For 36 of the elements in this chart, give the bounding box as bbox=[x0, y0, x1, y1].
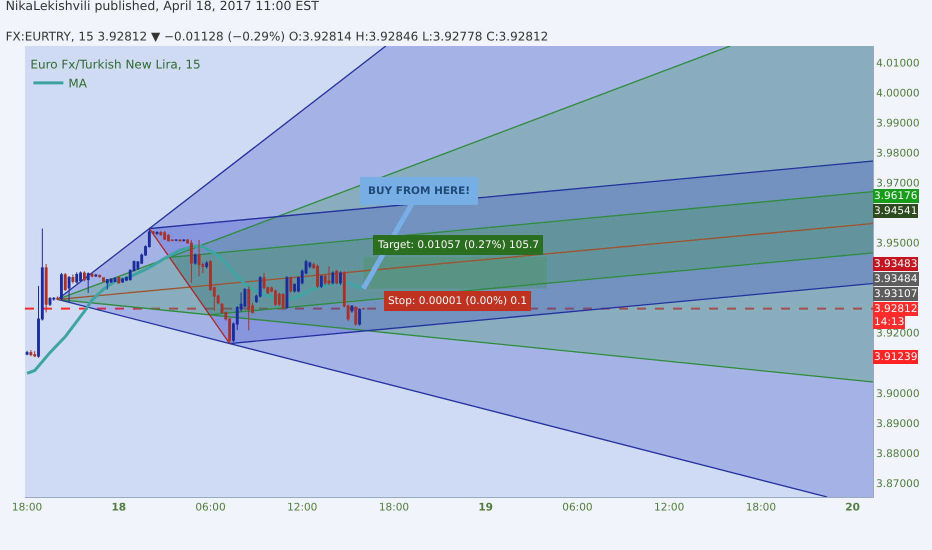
annotation: Stop: 0.00001 (0.00%) 0.1 bbox=[388, 295, 528, 307]
y-tick-label: 3.99000 bbox=[876, 118, 920, 130]
text: 3.93484 bbox=[874, 273, 918, 285]
ref-line-label: 3.92812 bbox=[874, 303, 918, 315]
x-tick-label: 18 bbox=[111, 502, 126, 514]
y-tick-label: 4.01000 bbox=[876, 57, 920, 70]
y-tick-label: 4.00000 bbox=[876, 88, 920, 100]
x-tick-label: 18:00 bbox=[378, 502, 410, 514]
x-tick-label: 12:00 bbox=[287, 502, 318, 514]
text: 3.93107 bbox=[874, 288, 918, 300]
text: 3.91239 bbox=[874, 351, 918, 363]
x-tick-label: 20 bbox=[845, 502, 860, 514]
x-tick-label: 06:00 bbox=[562, 502, 593, 514]
y-tick-label: 3.88000 bbox=[876, 448, 920, 460]
y-tick-label: 3.97000 bbox=[876, 178, 920, 190]
x-tick-label: 19 bbox=[478, 502, 494, 514]
y-tick-label: 3.98000 bbox=[876, 148, 920, 160]
chart-subtitle: FX:EURTRY, 15 3.92812 ▼ −0.01128 (−0.29%) O:3.92814 H:3.92846 L:3.92778 C:3.92812 bbox=[6, 29, 548, 44]
annotation: BUY FROM HERE! bbox=[368, 185, 470, 197]
text: 3.94541 bbox=[874, 205, 918, 217]
text: 3.96176 bbox=[874, 190, 918, 202]
x-tick-label: 18:00 bbox=[12, 502, 42, 514]
legend-title: Euro Fx/Turkish New Lira, 15 bbox=[30, 57, 201, 72]
text: 14:13 bbox=[874, 316, 904, 328]
y-tick-label: 3.89000 bbox=[876, 418, 920, 430]
y-tick-label: 3.92000 bbox=[876, 328, 920, 340]
y-tick-label: 3.95000 bbox=[876, 238, 920, 250]
annotation: Target: 0.01057 (0.27%) 105.7 bbox=[377, 239, 540, 251]
y-tick-label: 3.90000 bbox=[876, 388, 920, 400]
y-tick-label: 3.87000 bbox=[876, 478, 920, 490]
legend-label: MA bbox=[68, 76, 88, 91]
x-tick-label: 06:00 bbox=[195, 502, 226, 514]
text: 3.93483 bbox=[874, 258, 918, 270]
x-tick-label: 12:00 bbox=[654, 502, 684, 514]
chart-title: NikaLekishvili published, April 18, 2017 11:00 EST bbox=[6, 0, 320, 13]
x-tick-label: 18:00 bbox=[746, 502, 776, 514]
